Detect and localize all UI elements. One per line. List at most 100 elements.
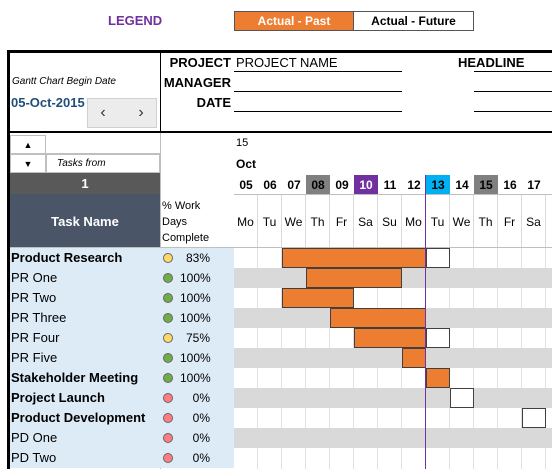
- legend-actual-future: Actual - Future: [353, 11, 474, 31]
- timeline-weekday: Tu: [426, 195, 450, 248]
- timeline-year: 15: [236, 137, 249, 149]
- headline-underline-2: [474, 91, 552, 92]
- status-dot-icon: [163, 293, 173, 303]
- status-dot-icon: [163, 453, 173, 463]
- timeline-weekday: We: [282, 195, 306, 248]
- gantt-begin-date-label: Gantt Chart Begin Date: [12, 76, 116, 87]
- timeline-day: 05: [239, 177, 253, 192]
- legend-title: LEGEND: [108, 13, 163, 28]
- gantt-bar-future[interactable]: [450, 388, 474, 408]
- gantt-bar-past[interactable]: [282, 288, 354, 308]
- timeline-weekday: Tu: [258, 195, 282, 248]
- timeline-day: 10: [354, 175, 378, 194]
- timeline-day: 14: [455, 177, 469, 192]
- timeline-day: 08: [306, 175, 330, 194]
- task-name-cell[interactable]: PD One: [11, 430, 58, 445]
- manager-label: MANAGER: [163, 75, 231, 90]
- task-name-cell[interactable]: Product Research: [11, 250, 123, 265]
- gantt-row: [234, 368, 552, 388]
- timeline-day: 16: [503, 177, 517, 192]
- scroll-down-icon[interactable]: ▼: [10, 154, 46, 173]
- pct-header-line-1: % Work: [162, 200, 201, 212]
- timeline-weekday: Su: [378, 195, 402, 248]
- pct-header-line-2: Days: [162, 216, 188, 228]
- status-dot-icon: [163, 413, 173, 423]
- table-row[interactable]: [10, 348, 234, 368]
- date-label: DATE: [196, 95, 231, 110]
- table-row[interactable]: [10, 248, 234, 268]
- task-name-column-header: Task Name: [10, 194, 160, 248]
- timeline-day: 12: [407, 177, 421, 192]
- scroll-track: [46, 135, 160, 154]
- gantt-row: [234, 428, 552, 448]
- scroll-up-icon[interactable]: ▲: [10, 135, 46, 154]
- task-name-cell[interactable]: PR One: [11, 270, 58, 285]
- gantt-row: [234, 348, 552, 368]
- timeline-weekday: Sa: [522, 195, 546, 248]
- task-name-cell[interactable]: Project Launch: [11, 390, 105, 405]
- project-label: PROJECT: [169, 55, 231, 70]
- gantt-bar-future[interactable]: [426, 248, 450, 268]
- status-dot-icon: [163, 273, 173, 283]
- status-dot-icon: [163, 253, 173, 263]
- pct-complete-column-header: % Work Days Complete: [162, 198, 209, 246]
- status-dot-icon: [163, 353, 173, 363]
- pct-complete-cell: 0%: [192, 451, 210, 465]
- status-dot-icon: [163, 373, 173, 383]
- pct-complete-cell: 100%: [180, 351, 211, 365]
- gantt-bar-past[interactable]: [402, 348, 426, 368]
- task-start-index[interactable]: 1: [10, 173, 160, 194]
- manager-underline: [234, 91, 402, 92]
- today-marker-line: [425, 175, 426, 469]
- task-name-cell[interactable]: PR Three: [11, 310, 67, 325]
- timeline-day: 11: [383, 177, 397, 192]
- gantt-bar-past[interactable]: [330, 308, 426, 328]
- table-row[interactable]: [10, 408, 234, 428]
- table-row[interactable]: [10, 268, 234, 288]
- rows-top-border: [10, 247, 552, 248]
- project-name-field[interactable]: PROJECT NAME: [236, 55, 338, 70]
- headline-underline-1: [474, 71, 552, 72]
- project-underline: [234, 71, 402, 72]
- table-row[interactable]: [10, 388, 234, 408]
- task-name-cell[interactable]: PR Four: [11, 330, 60, 345]
- gantt-bar-past[interactable]: [426, 368, 450, 388]
- task-name-cell[interactable]: Stakeholder Meeting: [11, 370, 139, 385]
- gantt-row: [234, 448, 552, 468]
- table-row[interactable]: [10, 288, 234, 308]
- task-name-cell[interactable]: PR Two: [11, 290, 57, 305]
- table-row[interactable]: [10, 448, 234, 468]
- legend-actual-past: Actual - Past: [234, 11, 354, 31]
- tasks-from-field[interactable]: Tasks from: [46, 154, 160, 173]
- gantt-bar-past[interactable]: [354, 328, 426, 348]
- gantt-bar-past[interactable]: [306, 268, 402, 288]
- chevron-left-icon[interactable]: ‹: [100, 104, 106, 121]
- gantt-bar-future[interactable]: [522, 408, 546, 428]
- pct-header-line-3: Complete: [162, 232, 210, 244]
- timeline-weekday: Fr: [498, 195, 522, 248]
- table-row[interactable]: [10, 308, 234, 328]
- timeline-weekday: We: [450, 195, 474, 248]
- gantt-bar-future[interactable]: [426, 328, 450, 348]
- chevron-right-icon[interactable]: ›: [138, 104, 144, 121]
- task-name-cell[interactable]: Product Development: [11, 410, 146, 425]
- timeline-month: Oct: [236, 157, 257, 171]
- gantt-bar-past[interactable]: [282, 248, 426, 268]
- header-divider: [160, 53, 161, 134]
- timeline-weekday: Th: [474, 195, 498, 248]
- date-nav-control: [87, 98, 157, 128]
- gantt-begin-date-value[interactable]: 05-Oct-2015: [11, 95, 85, 110]
- table-row[interactable]: [10, 328, 234, 348]
- timeline-day: 17: [527, 177, 541, 192]
- timeline-day: 09: [335, 177, 349, 192]
- gantt-frame: [7, 50, 552, 469]
- pct-complete-cell: 100%: [180, 291, 211, 305]
- task-name-cell[interactable]: PR Five: [11, 350, 58, 365]
- status-dot-icon: [163, 393, 173, 403]
- table-row[interactable]: [10, 428, 234, 448]
- timeline-weekday: Fr: [330, 195, 354, 248]
- pct-complete-cell: 0%: [192, 411, 210, 425]
- task-name-cell[interactable]: PD Two: [11, 450, 57, 465]
- timeline-day: 07: [287, 177, 301, 192]
- table-row[interactable]: [10, 368, 234, 388]
